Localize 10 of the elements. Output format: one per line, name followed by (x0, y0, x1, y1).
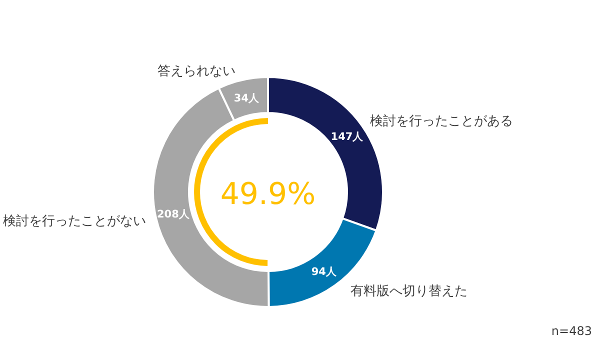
slice-label: 有料版へ切り替えた (350, 284, 468, 299)
data-label: 34人 (234, 92, 261, 104)
slice-label: 答えられない (158, 64, 236, 80)
text: 49.9% (220, 177, 316, 212)
slice-label: 検討を行ったことがない (3, 214, 146, 229)
data-label: 147人 (330, 131, 365, 144)
text: n=483 (551, 324, 592, 338)
data-label: 208人 (156, 208, 191, 221)
slice-label: 検討を行ったことがある (370, 114, 514, 129)
data-label: 94人 (311, 266, 338, 278)
